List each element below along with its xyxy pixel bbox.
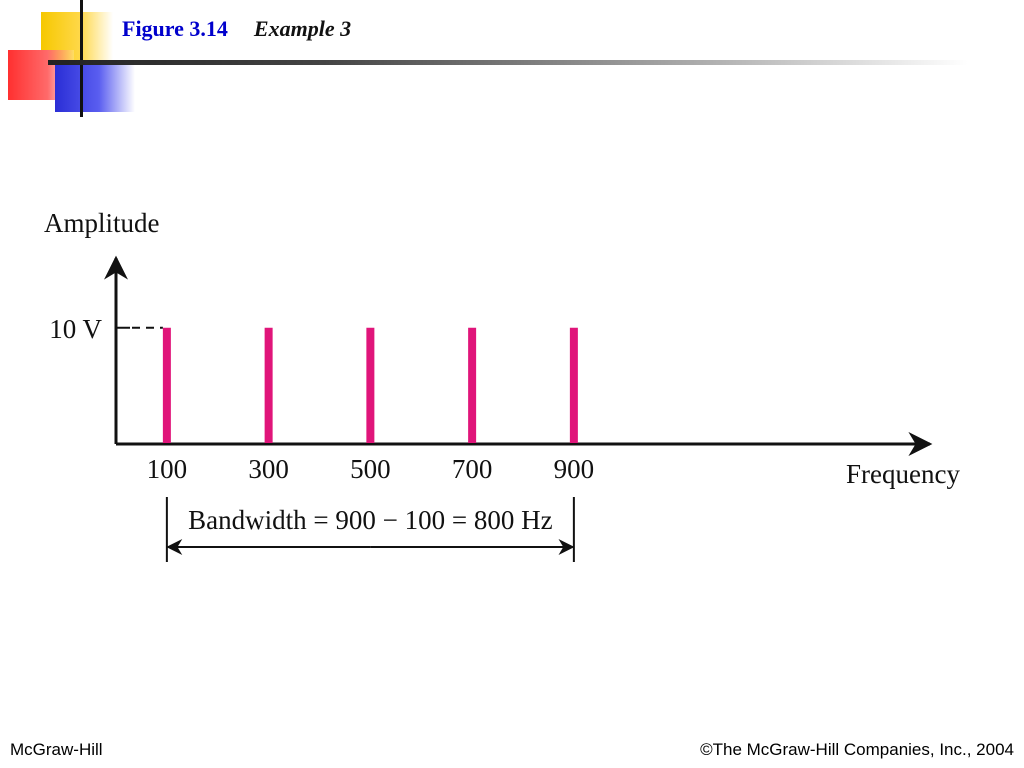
bandwidth-label: Bandwidth = 900 − 100 = 800 Hz (188, 505, 552, 535)
footer-publisher: McGraw-Hill (10, 740, 103, 759)
x-tick-label-100: 100 (147, 454, 188, 484)
x-tick-label-500: 500 (350, 454, 391, 484)
footer-copyright: ©The McGraw-Hill Companies, Inc., 2004 (700, 740, 1014, 759)
bandwidth-annotation: Bandwidth = 900 − 100 = 800 Hz (165, 497, 575, 562)
decor-blue-square (55, 62, 135, 112)
x-axis-label: Frequency (846, 459, 960, 489)
spectral-lines (162, 327, 578, 443)
x-tick-label-300: 300 (248, 454, 289, 484)
figure-label: Figure 3.14 (122, 16, 228, 41)
y-axis-label: Amplitude (44, 208, 160, 238)
decor-vertical-rule (80, 0, 83, 117)
x-tick-labels: 100 300 500 700 900 (147, 454, 595, 484)
x-tick-label-900: 900 (554, 454, 595, 484)
x-tick-label-700: 700 (452, 454, 493, 484)
decor-horizontal-rule (48, 60, 968, 65)
slide-title: Figure 3.14 Example 3 (122, 16, 351, 42)
slide-subtitle: Example 3 (253, 16, 352, 41)
y-tick-label: 10 V (49, 314, 102, 344)
